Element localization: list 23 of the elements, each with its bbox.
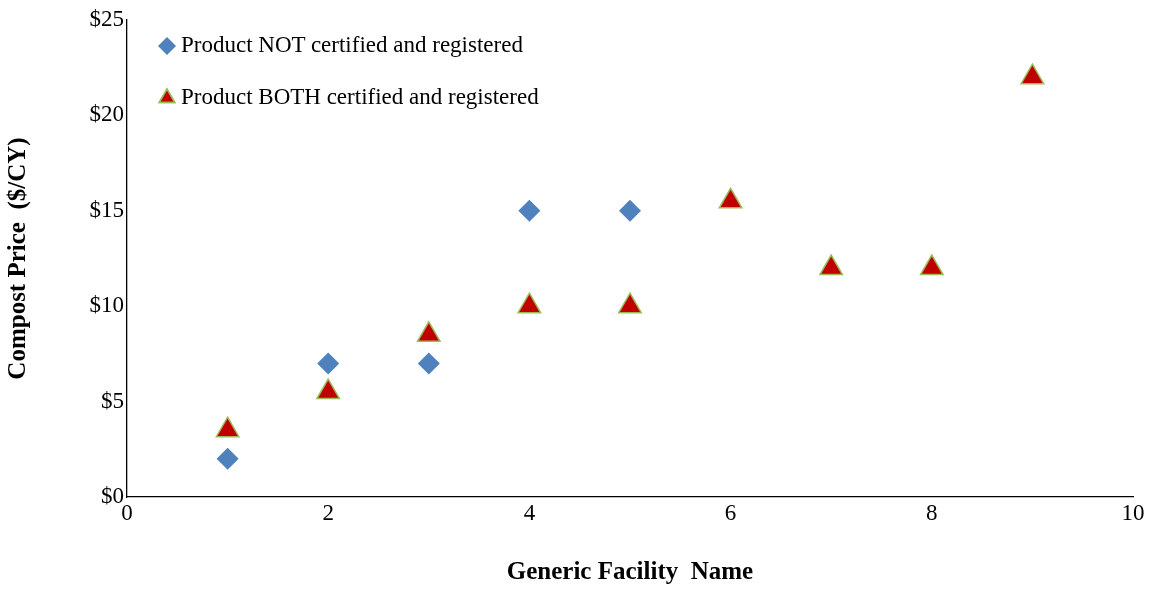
y-tick-label: $25	[89, 6, 124, 32]
point	[617, 292, 643, 314]
x-tick-label: 2	[322, 499, 334, 525]
point	[215, 416, 240, 438]
point	[1020, 63, 1045, 85]
point	[517, 292, 542, 314]
legend-label: Product NOT certified and registered	[181, 32, 524, 58]
x-tick-label: 6	[724, 499, 737, 525]
x-axis-title: Generic Facility Name	[506, 557, 754, 585]
y-tick-label: $10	[89, 292, 124, 318]
y-tick-label: $5	[101, 387, 124, 413]
legend-label: Product BOTH certified and registered	[181, 84, 540, 110]
y-axis-title: Compost Price ($/CY)	[3, 137, 32, 380]
y-tick-label: $20	[89, 101, 124, 127]
x-tick-label: 10	[1121, 499, 1145, 525]
y-tick-label: $15	[89, 196, 124, 222]
point	[718, 187, 743, 209]
point	[919, 254, 944, 276]
point	[316, 378, 341, 400]
point	[416, 321, 441, 343]
x-tick-label: 8	[926, 499, 938, 525]
point	[819, 254, 844, 276]
x-tick-label: 4	[523, 499, 536, 525]
